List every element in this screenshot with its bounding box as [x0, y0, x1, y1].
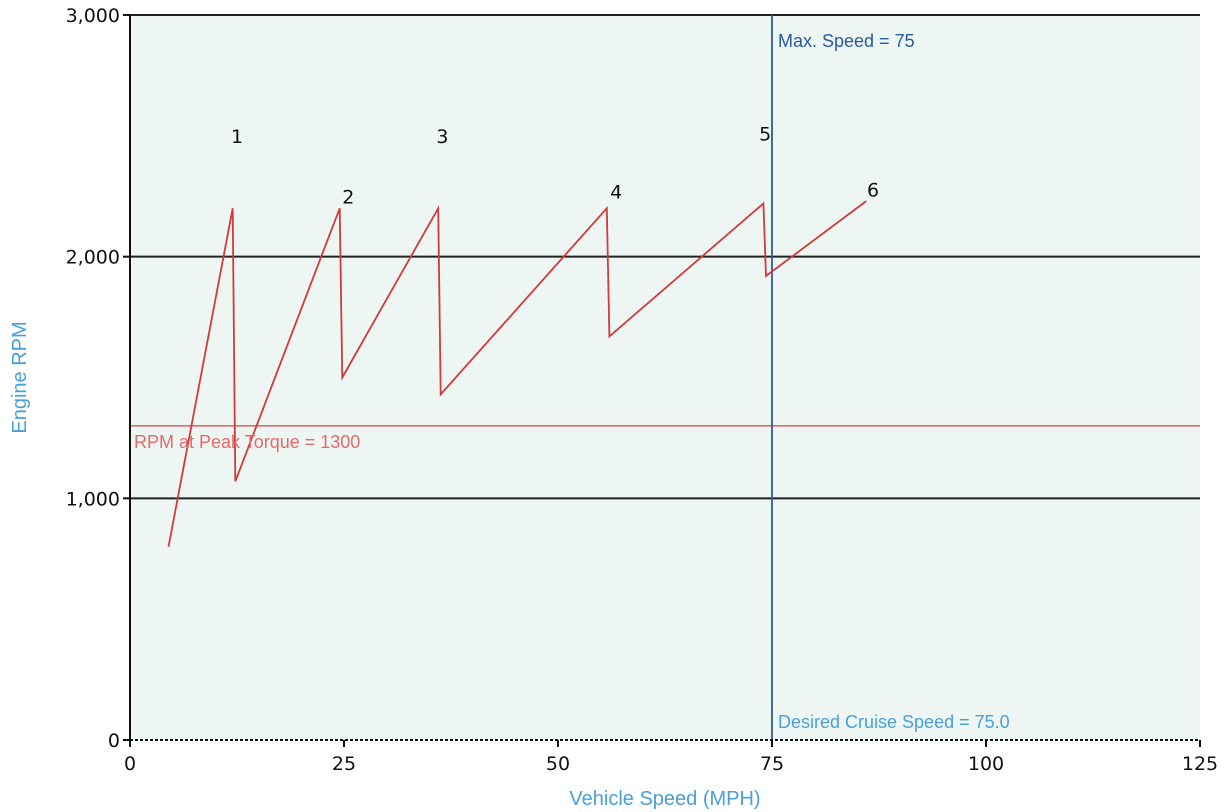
series-group [167, 200, 867, 547]
y-axis-title: Engine RPM [9, 321, 31, 433]
x-tick-label-100: 100 [968, 753, 1004, 775]
y-tick-label-1000: 1,000 [66, 488, 120, 510]
x-tick-label-0: 0 [124, 753, 136, 775]
gear-curve-line [167, 200, 867, 547]
reference-lines [130, 15, 1200, 740]
gear-label-4: 4 [610, 182, 622, 204]
plot-area [130, 15, 1200, 740]
cruise-speed-annotation: Desired Cruise Speed = 75.0 [778, 712, 1010, 732]
grid-lines [130, 14, 1200, 500]
annotations: RPM at Peak Torque = 1300 Max. Speed = 75… [134, 31, 1010, 732]
axes [123, 14, 1201, 747]
gear-label-6: 6 [867, 179, 879, 201]
x-tick-label-125: 125 [1182, 753, 1218, 775]
y-tick-label-2000: 2,000 [66, 247, 120, 269]
y-tick-label-3000: 3,000 [66, 5, 120, 27]
peak-torque-annotation: RPM at Peak Torque = 1300 [134, 432, 360, 452]
gear-label-3: 3 [436, 126, 448, 148]
x-axis-title: Vehicle Speed (MPH) [569, 788, 760, 810]
gear-labels: 1 2 3 4 5 6 [231, 124, 879, 209]
y-tick-label-0: 0 [108, 730, 120, 752]
x-tick-label-50: 50 [546, 753, 570, 775]
gear-label-5: 5 [759, 124, 771, 146]
max-speed-annotation: Max. Speed = 75 [778, 31, 915, 51]
gear-label-1: 1 [231, 126, 243, 148]
x-tick-label-75: 75 [760, 753, 784, 775]
x-tick-label-25: 25 [332, 753, 356, 775]
gear-label-2: 2 [342, 187, 354, 209]
